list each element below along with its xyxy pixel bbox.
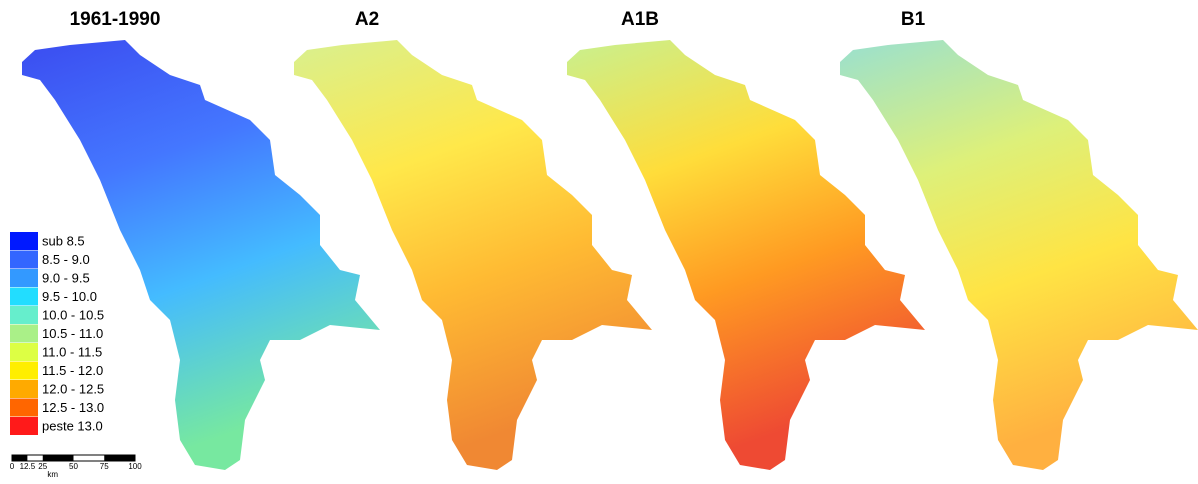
map-panel: B1 [840,9,1198,470]
legend-label: 11.5 - 12.0 [42,363,103,378]
page: {"panels": [ {"title": "1961-1990", "fil… [0,0,1198,484]
legend-label: 12.5 - 13.0 [42,400,104,415]
legend-label: peste 13.0 [42,418,103,433]
legend-swatch [10,251,38,269]
legend-label: 9.0 - 9.5 [42,270,90,285]
legend-label: 9.5 - 10.0 [42,289,97,304]
region-map [567,40,925,470]
panel-title: B1 [901,9,926,30]
legend-swatch [10,362,38,380]
scale-segment [43,455,74,461]
legend-swatch [10,343,38,361]
legend-swatch [10,325,38,343]
legend-label: 10.5 - 11.0 [42,326,103,341]
legend-label: 8.5 - 9.0 [42,252,90,267]
scale-segment [104,455,135,461]
legend-label: sub 8.5 [42,233,85,248]
scale-label: 100 [128,462,142,471]
panel-title: A1B [621,9,659,30]
region-map [840,40,1198,470]
legend-label: 10.0 - 10.5 [42,307,104,322]
scale-label: 0 [10,462,15,471]
scale-label: 25 [38,462,47,471]
legend-swatch [10,417,38,435]
scale-label: 50 [69,462,78,471]
legend-swatch [10,288,38,306]
legend-swatch [10,399,38,417]
legend-label: 11.0 - 11.5 [42,344,102,359]
panel-title: 1961-1990 [70,9,161,30]
legend-swatch [10,232,38,250]
legend-swatch [10,380,38,398]
scale-label: 12.5 [20,462,36,471]
scale-segment [12,455,27,461]
scale-label: 75 [100,462,109,471]
scale-unit: km [47,470,58,479]
legend-swatch [10,269,38,287]
legend-label: 12.0 - 12.5 [42,381,104,396]
region-map [294,40,652,470]
panel-title: A2 [355,9,379,30]
figure: 1961-1990 A2 A1B B1 sub 8.5 8.5 - 9.0 9.0 - 9.… [0,0,1198,479]
legend-swatch [10,306,38,324]
